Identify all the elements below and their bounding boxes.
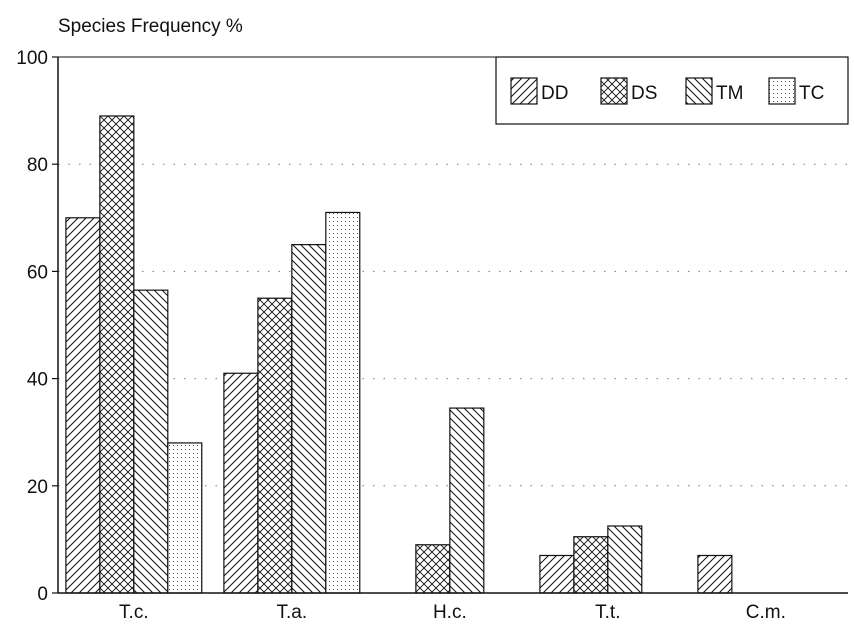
bar-tc-2 [325, 211, 361, 594]
bar-tm-3 [449, 407, 485, 594]
legend-swatch-ds [600, 77, 628, 105]
x-tick-label: T.c. [119, 602, 149, 623]
chart-title: Species Frequency % [58, 16, 243, 37]
legend-label-dd: DD [541, 83, 568, 104]
legend-swatch-tc [768, 77, 796, 105]
bar-tc-1 [167, 442, 203, 594]
y-tick-label: 80 [27, 155, 48, 176]
legend-label-ds: DS [631, 83, 657, 104]
y-tick-label: 0 [37, 584, 48, 605]
bar-tm-4 [607, 525, 643, 594]
x-tick-label: T.t. [595, 602, 620, 623]
x-tick-label: H.c. [433, 602, 467, 623]
x-tick-label: C.m. [746, 602, 786, 623]
bars [65, 115, 733, 594]
bar-ds-1 [99, 115, 135, 594]
y-tick-label: 40 [27, 370, 48, 391]
x-tick-labels: T.c. T.a. H.c. T.t. C.m. [119, 602, 786, 623]
bar-ds-3 [415, 544, 451, 594]
bar-tm-1 [133, 289, 169, 594]
x-tick-label: T.a. [277, 602, 308, 623]
bar-dd-5 [697, 554, 733, 594]
bar-tm-2 [291, 244, 327, 594]
legend: DD DS TM TC [495, 56, 849, 125]
y-tick-label: 20 [27, 477, 48, 498]
legend-swatch-tm [685, 77, 713, 105]
bar-ds-2 [257, 297, 293, 594]
legend-label-tc: TC [799, 83, 824, 104]
y-tick-label: 100 [16, 48, 48, 69]
bar-dd-1 [65, 217, 101, 594]
y-tick-label: 60 [27, 262, 48, 283]
legend-label-tm: TM [716, 83, 743, 104]
bar-dd-2 [223, 372, 259, 594]
bar-ds-4 [573, 536, 609, 594]
legend-swatch-dd [510, 77, 538, 105]
y-tick-labels: 0 20 40 60 80 100 [16, 48, 58, 605]
bar-dd-4 [539, 554, 575, 594]
